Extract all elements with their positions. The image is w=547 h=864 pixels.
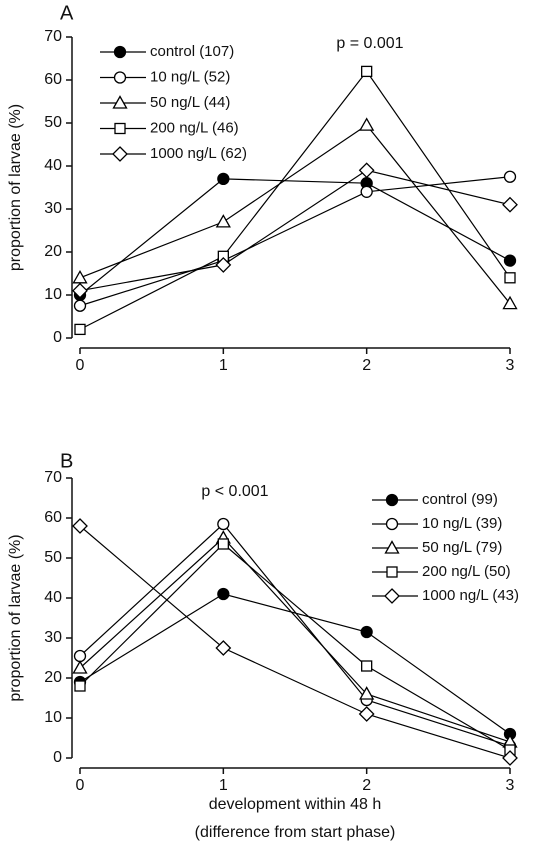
marker: [72, 269, 88, 284]
y-tick-label: 70: [44, 28, 62, 45]
marker: [504, 272, 516, 284]
marker: [360, 625, 373, 639]
legend-label: 200 ng/L (46): [150, 119, 239, 136]
series-line: [79, 70, 511, 330]
marker: [358, 162, 375, 179]
legend-marker: [113, 45, 127, 59]
annotation: p = 0.001: [336, 35, 403, 52]
legend-marker: [113, 71, 127, 84]
marker: [359, 686, 375, 700]
y-tick-label: 40: [44, 157, 62, 174]
marker: [72, 518, 88, 534]
legend-marker: [385, 517, 399, 531]
marker: [217, 172, 230, 186]
panel-label: B: [60, 450, 73, 472]
marker: [217, 517, 230, 531]
marker: [360, 185, 373, 198]
marker: [361, 65, 373, 78]
legend-label: control (107): [150, 43, 234, 60]
series-line: [79, 169, 511, 292]
series-line: [79, 523, 511, 747]
y-tick-label: 40: [44, 589, 62, 606]
x-tick-label: 2: [362, 777, 371, 794]
marker: [502, 295, 518, 310]
y-tick-label: 60: [44, 71, 62, 88]
x-tick-label: 1: [219, 357, 228, 374]
x-tick-label: 2: [362, 357, 371, 374]
legend-marker: [385, 493, 399, 507]
series-line: [79, 525, 511, 759]
legend-label: 50 ng/L (44): [150, 94, 230, 111]
marker: [217, 587, 230, 601]
y-axis-label: proportion of larvae (%): [7, 534, 24, 701]
x-tick-label: 0: [76, 357, 85, 374]
x-axis-label: (difference from start phase): [195, 824, 396, 841]
marker: [503, 254, 517, 267]
legend-marker: [112, 146, 128, 162]
y-tick-label: 10: [44, 709, 62, 726]
legend-label: 10 ng/L (39): [422, 515, 502, 532]
marker: [215, 214, 231, 228]
marker: [502, 196, 518, 213]
legend-marker: [112, 95, 128, 109]
marker: [73, 299, 87, 312]
y-tick-label: 10: [44, 286, 62, 303]
x-axis-label: development within 48 h: [209, 796, 382, 813]
x-tick-label: 1: [219, 777, 228, 794]
marker: [74, 323, 86, 336]
y-tick-label: 20: [44, 243, 62, 260]
legend-marker: [114, 122, 126, 135]
series-line: [79, 176, 511, 307]
y-tick-label: 0: [53, 749, 62, 766]
marker: [72, 660, 88, 674]
series-line: [79, 178, 511, 296]
y-tick-label: 50: [44, 114, 62, 131]
y-tick-label: 0: [53, 329, 62, 346]
marker: [502, 750, 518, 766]
series-line: [79, 537, 511, 743]
panel-label: A: [60, 2, 74, 24]
marker: [217, 538, 229, 550]
series-line: [79, 593, 511, 735]
legend-label: 200 ng/L (50): [422, 563, 511, 580]
marker: [74, 680, 86, 692]
series-line: [79, 543, 511, 751]
x-tick-label: 3: [506, 777, 515, 794]
marker: [361, 660, 373, 672]
y-tick-label: 20: [44, 669, 62, 686]
marker: [215, 256, 232, 273]
y-tick-label: 30: [44, 629, 62, 646]
legend-label: 10 ng/L (52): [150, 68, 230, 85]
legend-label: 50 ng/L (79): [422, 539, 502, 556]
legend-label: control (99): [422, 491, 498, 508]
marker: [215, 640, 232, 656]
annotation: p < 0.001: [201, 483, 268, 500]
marker: [73, 649, 87, 663]
marker: [359, 117, 375, 131]
marker: [358, 706, 375, 722]
series-line: [79, 124, 511, 304]
y-tick-label: 60: [44, 509, 62, 526]
y-tick-label: 70: [44, 469, 62, 486]
y-tick-label: 30: [44, 200, 62, 217]
x-tick-label: 3: [506, 357, 515, 374]
legend-label: 1000 ng/L (62): [150, 145, 247, 162]
marker: [72, 282, 88, 299]
x-tick-label: 0: [76, 777, 85, 794]
y-tick-label: 50: [44, 549, 62, 566]
legend-label: 1000 ng/L (43): [422, 587, 519, 604]
legend-marker: [384, 588, 400, 604]
legend-marker: [384, 540, 400, 554]
y-axis-label: proportion of larvae (%): [7, 104, 24, 271]
marker: [503, 170, 517, 183]
legend-marker: [386, 566, 398, 578]
